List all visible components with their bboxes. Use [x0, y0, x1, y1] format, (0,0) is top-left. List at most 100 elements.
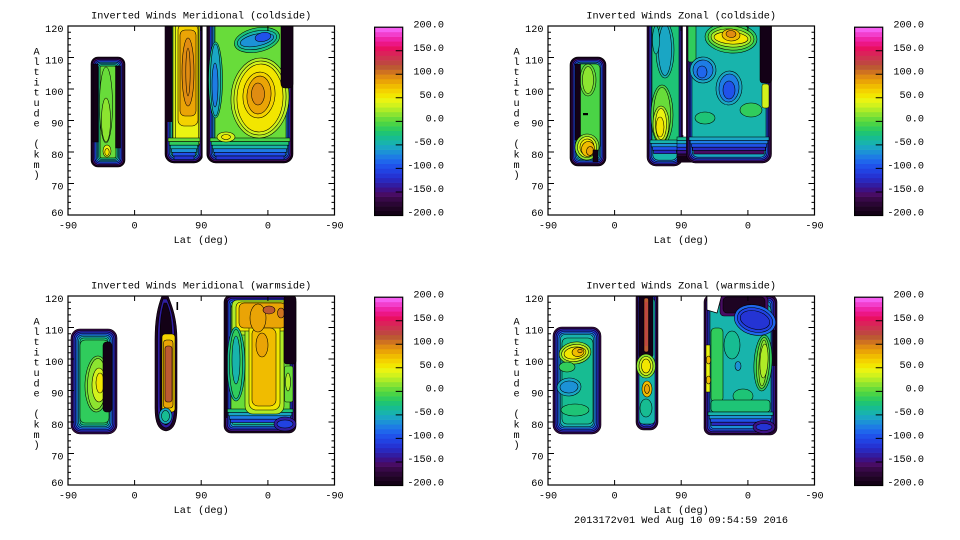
svg-text:0: 0	[265, 221, 271, 232]
svg-text:t: t	[33, 68, 39, 79]
svg-text:-200.0: -200.0	[887, 479, 924, 490]
svg-text:-200.0: -200.0	[407, 479, 444, 490]
svg-text:i: i	[513, 347, 519, 359]
svg-text:0: 0	[132, 221, 138, 232]
svg-text:-100.0: -100.0	[887, 432, 924, 443]
svg-text:l: l	[33, 57, 39, 69]
svg-text:100.0: 100.0	[413, 338, 444, 349]
svg-text:t: t	[513, 359, 519, 370]
svg-text:Inverted Winds Meridional (war: Inverted Winds Meridional (warmside)	[91, 281, 311, 293]
svg-text:90: 90	[531, 120, 543, 131]
svg-text:): )	[33, 170, 39, 182]
svg-text:60: 60	[531, 479, 543, 490]
svg-text:0.0: 0.0	[906, 115, 924, 126]
svg-text:-50.0: -50.0	[893, 408, 924, 419]
svg-text:50.0: 50.0	[420, 91, 444, 102]
svg-text:(: (	[33, 409, 39, 421]
svg-text:150.0: 150.0	[893, 44, 924, 55]
svg-text:-90: -90	[59, 221, 77, 232]
svg-text:2013172v01 Wed Aug 10 09:54:59: 2013172v01 Wed Aug 10 09:54:59 2016	[574, 515, 788, 527]
svg-text:-200.0: -200.0	[887, 209, 924, 220]
svg-text:70: 70	[51, 453, 63, 464]
svg-text:150.0: 150.0	[893, 314, 924, 325]
svg-text:80: 80	[51, 151, 63, 162]
svg-text:110: 110	[525, 57, 543, 68]
svg-text:-50.0: -50.0	[413, 408, 444, 419]
svg-text:90: 90	[675, 491, 687, 502]
svg-text:60: 60	[531, 209, 543, 220]
svg-text:100: 100	[525, 358, 543, 369]
svg-text:70: 70	[531, 183, 543, 194]
svg-text:t: t	[513, 89, 519, 100]
svg-text:120: 120	[525, 295, 543, 306]
svg-text:e: e	[513, 120, 519, 131]
svg-text:0: 0	[612, 491, 618, 502]
svg-text:100.0: 100.0	[413, 68, 444, 79]
svg-text:100.0: 100.0	[893, 338, 924, 349]
svg-text:110: 110	[45, 327, 63, 338]
svg-text:200.0: 200.0	[893, 20, 924, 31]
svg-text:k: k	[513, 420, 519, 432]
svg-text:-90: -90	[805, 221, 823, 232]
svg-text:80: 80	[531, 421, 543, 432]
svg-text:i: i	[513, 77, 519, 89]
svg-text:u: u	[513, 369, 519, 380]
svg-text:90: 90	[195, 221, 207, 232]
svg-text:e: e	[33, 390, 39, 401]
svg-text:200.0: 200.0	[413, 290, 444, 301]
svg-text:(: (	[513, 139, 519, 151]
svg-text:90: 90	[675, 221, 687, 232]
svg-text:u: u	[513, 99, 519, 110]
svg-text:-90: -90	[539, 221, 557, 232]
svg-text:-50.0: -50.0	[893, 138, 924, 149]
svg-text:k: k	[33, 150, 39, 162]
svg-text:A: A	[513, 48, 520, 59]
svg-text:m: m	[513, 161, 519, 172]
svg-text:80: 80	[51, 421, 63, 432]
svg-text:i: i	[33, 77, 39, 89]
svg-text:d: d	[33, 108, 39, 120]
svg-text:-150.0: -150.0	[887, 455, 924, 466]
svg-text:-50.0: -50.0	[413, 138, 444, 149]
svg-text:100.0: 100.0	[893, 68, 924, 79]
svg-text:Inverted Winds Meridional (col: Inverted Winds Meridional (coldside)	[91, 11, 311, 23]
svg-text:0: 0	[132, 491, 138, 502]
svg-text:e: e	[513, 390, 519, 401]
svg-text:(: (	[513, 409, 519, 421]
svg-text:110: 110	[525, 327, 543, 338]
svg-text:Lat (deg): Lat (deg)	[174, 505, 229, 517]
svg-text:l: l	[513, 57, 519, 69]
svg-text:t: t	[33, 359, 39, 370]
svg-text:60: 60	[51, 209, 63, 220]
svg-text:50.0: 50.0	[420, 361, 444, 372]
svg-text:120: 120	[45, 295, 63, 306]
svg-text:l: l	[33, 327, 39, 339]
svg-text:u: u	[33, 99, 39, 110]
svg-text:100: 100	[525, 88, 543, 99]
svg-text:Inverted Winds Zonal (coldside: Inverted Winds Zonal (coldside)	[586, 11, 776, 23]
svg-text:Lat (deg): Lat (deg)	[654, 505, 709, 517]
svg-text:A: A	[513, 318, 520, 329]
svg-text:120: 120	[45, 25, 63, 36]
svg-text:-150.0: -150.0	[887, 185, 924, 196]
svg-text:-90: -90	[539, 491, 557, 502]
svg-text:): )	[513, 440, 519, 452]
svg-text:-100.0: -100.0	[887, 162, 924, 173]
svg-text:Lat (deg): Lat (deg)	[174, 235, 229, 247]
svg-text:A: A	[33, 48, 40, 59]
svg-text:200.0: 200.0	[893, 290, 924, 301]
svg-text:i: i	[33, 347, 39, 359]
svg-text:80: 80	[531, 151, 543, 162]
svg-text:u: u	[33, 369, 39, 380]
svg-text:200.0: 200.0	[413, 20, 444, 31]
svg-text:70: 70	[51, 183, 63, 194]
svg-text:m: m	[33, 161, 39, 172]
svg-text:0.0: 0.0	[426, 385, 444, 396]
svg-text:A: A	[33, 318, 40, 329]
svg-text:100: 100	[45, 88, 63, 99]
svg-text:0.0: 0.0	[906, 385, 924, 396]
svg-text:k: k	[513, 150, 519, 162]
svg-text:): )	[513, 170, 519, 182]
svg-text:0: 0	[745, 491, 751, 502]
svg-text:e: e	[33, 120, 39, 131]
